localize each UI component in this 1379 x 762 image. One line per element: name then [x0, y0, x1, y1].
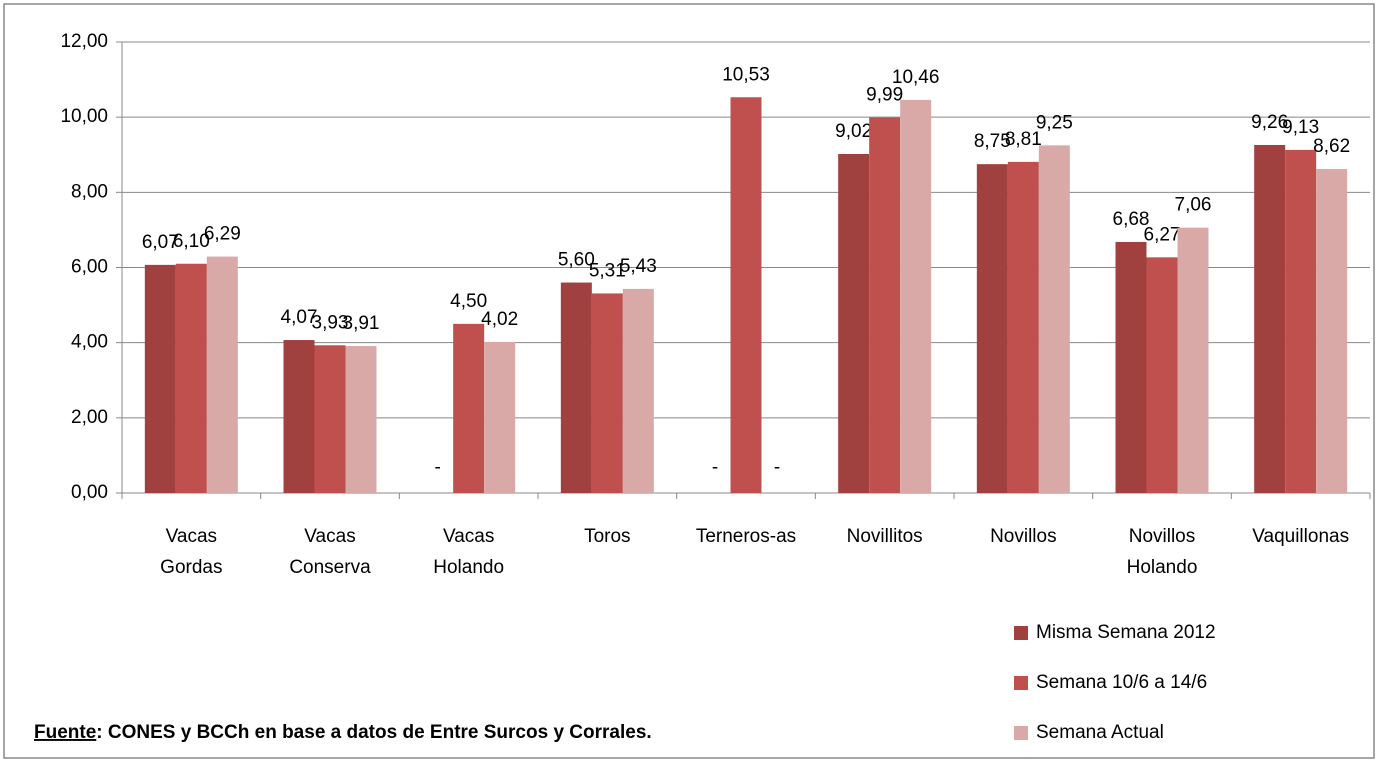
legend-swatch	[1014, 676, 1028, 690]
legend-label: Semana Actual	[1036, 722, 1164, 743]
x-tick-label: Novillos	[1129, 526, 1196, 547]
bar	[1115, 241, 1147, 493]
value-label: 5,43	[620, 256, 657, 277]
bar	[1007, 161, 1039, 493]
bar	[869, 117, 901, 493]
bar	[1254, 144, 1286, 493]
legend-label: Semana 10/6 a 14/6	[1036, 672, 1207, 693]
bar	[283, 340, 315, 493]
bar	[730, 97, 762, 493]
value-label: 5,60	[558, 250, 595, 271]
legend-swatch	[1014, 726, 1028, 740]
value-label: 6,10	[173, 231, 210, 252]
x-tick-label: Toros	[584, 526, 630, 547]
y-tick-label: 8,00	[71, 181, 108, 202]
value-label: 8,75	[974, 131, 1011, 152]
value-label: 4,07	[281, 307, 318, 328]
value-label: 10,46	[892, 67, 940, 88]
bar	[900, 99, 932, 494]
source-label: Fuente	[34, 722, 96, 743]
value-label: 5,31	[589, 260, 626, 281]
value-label: 8,62	[1313, 136, 1350, 157]
value-label: 9,13	[1282, 117, 1319, 138]
legend-swatch	[1014, 626, 1028, 640]
value-label: 9,26	[1251, 112, 1288, 133]
value-label: 4,02	[481, 309, 518, 330]
source-text: : CONES y BCCh en base a datos de Entre …	[96, 722, 651, 743]
y-tick-label: 0,00	[71, 482, 108, 503]
value-label: 9,02	[835, 121, 872, 142]
value-label: -	[712, 457, 718, 478]
value-label: 7,06	[1175, 195, 1212, 216]
x-tick-label: Terneros-as	[696, 526, 796, 547]
bar	[175, 263, 207, 493]
x-tick-label: Vacas	[304, 526, 355, 547]
x-tick-label: Gordas	[160, 557, 222, 578]
bar	[453, 323, 485, 493]
bar	[591, 293, 623, 493]
bar	[345, 346, 377, 493]
bar	[1038, 145, 1070, 493]
value-label: 8,81	[1005, 129, 1042, 150]
bar	[1285, 149, 1317, 493]
y-tick-label: 6,00	[71, 257, 108, 278]
bar	[560, 282, 592, 493]
bar	[1177, 227, 1209, 493]
value-label: 4,50	[450, 291, 487, 312]
x-tick-label: Vacas	[443, 526, 494, 547]
x-tick-label: Vacas	[166, 526, 217, 547]
value-label: 3,91	[343, 313, 380, 334]
x-tick-label: Conserva	[289, 557, 371, 578]
value-label: 9,25	[1036, 112, 1073, 133]
bar	[144, 264, 176, 493]
bar	[484, 341, 516, 493]
legend-label: Misma Semana 2012	[1036, 622, 1216, 643]
x-tick-label: Novillos	[990, 526, 1057, 547]
x-tick-label: Holando	[1127, 557, 1198, 578]
x-tick-label: Holando	[433, 557, 504, 578]
y-tick-label: 2,00	[71, 407, 108, 428]
bar	[1146, 257, 1178, 493]
bar	[206, 256, 238, 493]
bar	[314, 345, 346, 493]
value-label: 3,93	[312, 312, 349, 333]
x-tick-label: Vaquillonas	[1252, 526, 1349, 547]
bar	[622, 288, 654, 493]
value-label: -	[774, 457, 780, 478]
y-tick-label: 10,00	[60, 106, 108, 127]
y-tick-label: 12,00	[60, 31, 108, 52]
bar	[976, 164, 1008, 494]
x-tick-label: Novillitos	[847, 526, 923, 547]
value-label: 6,68	[1113, 209, 1150, 230]
value-label: 6,29	[204, 224, 241, 245]
source-note: Fuente: CONES y BCCh en base a datos de …	[34, 722, 652, 743]
value-label: 6,07	[142, 232, 179, 253]
value-label: -	[435, 457, 441, 478]
value-label: 10,53	[722, 64, 770, 85]
bar	[1316, 169, 1348, 493]
bar	[838, 153, 870, 493]
y-tick-label: 4,00	[71, 332, 108, 353]
value-label: 9,99	[866, 85, 903, 106]
value-label: 6,27	[1144, 224, 1181, 245]
